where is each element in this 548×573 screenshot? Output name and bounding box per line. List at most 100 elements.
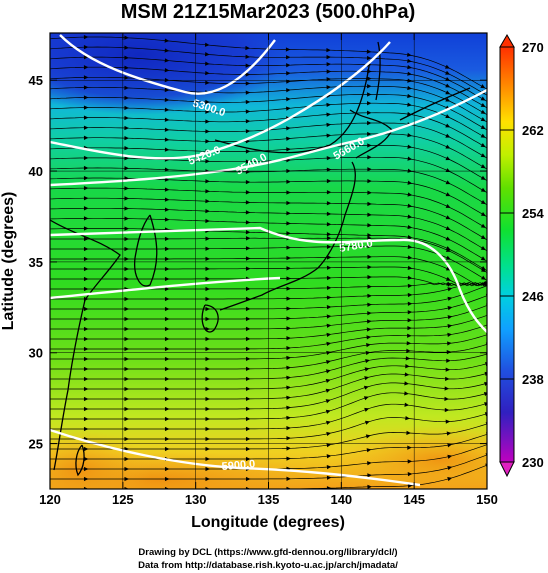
wind-arrowhead <box>480 256 486 261</box>
wind-arrowhead <box>205 61 210 66</box>
wind-arrowhead <box>407 65 412 70</box>
wind-arrowhead <box>326 222 332 227</box>
wind-arrowhead <box>407 180 413 185</box>
wind-arrowhead <box>124 366 129 372</box>
wind-arrowhead <box>445 97 451 102</box>
wind-arrowhead <box>83 125 89 130</box>
wind-arrowhead <box>124 135 129 141</box>
wind-arrowhead <box>205 376 210 382</box>
wind-arrowhead <box>124 456 129 462</box>
wind-arrowhead <box>367 120 372 126</box>
wind-arrowhead <box>83 216 89 221</box>
wind-arrowhead <box>286 365 291 370</box>
wind-arrowhead <box>83 376 89 382</box>
wind-arrowhead <box>367 265 372 270</box>
streamline <box>50 282 487 290</box>
wind-arrowhead <box>164 48 170 53</box>
wind-arrowhead <box>124 196 129 201</box>
wind-arrowhead <box>444 407 450 413</box>
wind-arrowhead <box>164 207 170 212</box>
wind-arrowhead <box>205 80 210 85</box>
wind-arrowhead <box>83 175 89 181</box>
wind-arrowhead <box>445 144 451 149</box>
wind-arrowhead <box>124 326 129 332</box>
wind-arrowhead <box>124 426 129 432</box>
wind-arrowhead <box>446 358 451 363</box>
contour-5780 <box>50 276 281 300</box>
wind-arrowhead <box>406 348 411 353</box>
wind-arrowhead <box>164 376 170 382</box>
wind-arrowhead <box>245 256 251 261</box>
wind-arrowhead <box>407 156 413 161</box>
x-tick-label: 130 <box>185 492 207 507</box>
wind-arrowhead <box>367 293 372 299</box>
wind-arrowhead <box>124 75 129 80</box>
wind-arrowhead <box>480 84 486 89</box>
wind-arrowhead <box>366 49 372 54</box>
streamline <box>50 334 487 360</box>
wind-arrowhead <box>164 276 170 282</box>
streamline <box>50 373 487 400</box>
wind-arrowhead <box>245 179 251 185</box>
wind-arrowhead <box>326 359 331 365</box>
wind-arrowhead <box>83 45 89 50</box>
wind-arrowhead <box>364 367 370 372</box>
wind-arrowhead <box>286 326 291 331</box>
wind-arrowhead <box>286 55 291 60</box>
credit-drawing: Drawing by DCL (https://www.gfd-dennou.o… <box>138 547 397 558</box>
wind-arrowhead <box>286 306 291 311</box>
wind-arrowhead <box>326 178 332 184</box>
wind-arrowhead <box>367 178 372 184</box>
contour-5660 <box>50 226 487 333</box>
wind-arrowhead <box>83 85 89 90</box>
wind-arrowhead <box>124 276 129 282</box>
wind-arrowhead <box>407 133 413 138</box>
wind-arrowhead <box>164 217 170 222</box>
wind-arrowhead <box>407 310 413 315</box>
wind-arrowhead <box>325 369 331 374</box>
wind-arrowhead <box>447 287 453 292</box>
wind-arrowhead <box>404 391 409 396</box>
wind-arrowhead <box>480 265 486 271</box>
wind-arrowhead <box>445 376 450 381</box>
wind-arrowhead <box>245 109 251 114</box>
x-tick-label: 120 <box>39 492 61 507</box>
wind-arrowhead <box>363 385 369 390</box>
wind-arrowhead <box>484 402 487 407</box>
wind-arrowhead <box>363 396 369 401</box>
x-tick-label: 150 <box>476 492 498 507</box>
wind-arrowhead <box>367 244 372 249</box>
wind-arrowheads <box>83 34 487 489</box>
wind-arrowhead <box>365 358 370 364</box>
wind-arrowhead <box>326 122 332 127</box>
contour-label-5780: 5780.0 <box>338 237 373 255</box>
wind-arrowhead <box>444 64 450 69</box>
wind-arrowhead <box>124 376 129 382</box>
wind-arrowhead <box>164 97 170 103</box>
wind-arrowhead <box>326 420 331 425</box>
x-axis-ticks: 120 125 130 135 140 145 150 <box>39 33 498 507</box>
wind-arrowhead <box>124 206 129 211</box>
wind-arrowhead <box>83 456 89 462</box>
wind-arrowhead <box>164 58 170 63</box>
wind-arrowhead <box>83 286 89 292</box>
wind-arrowhead <box>286 385 291 390</box>
y-axis-label: Latitude (degrees) <box>0 192 17 331</box>
wind-arrowhead <box>164 117 170 122</box>
wind-arrowhead <box>286 147 291 152</box>
wind-arrowhead <box>245 99 251 105</box>
wind-arrowhead <box>445 226 451 231</box>
wind-arrowhead <box>83 346 89 352</box>
wind-arrowhead <box>245 63 251 68</box>
wind-arrowhead <box>326 475 332 480</box>
wind-arrowhead <box>124 406 129 412</box>
wind-arrowhead <box>205 99 210 105</box>
wind-arrowhead <box>286 425 291 431</box>
wind-arrowhead <box>286 88 291 93</box>
wind-arrowhead <box>367 155 372 160</box>
wind-arrowhead <box>445 215 451 220</box>
wind-arrowhead <box>326 190 332 195</box>
wind-arrowhead <box>204 42 210 47</box>
wind-arrowhead <box>407 203 413 208</box>
wind-arrowhead <box>326 431 332 437</box>
